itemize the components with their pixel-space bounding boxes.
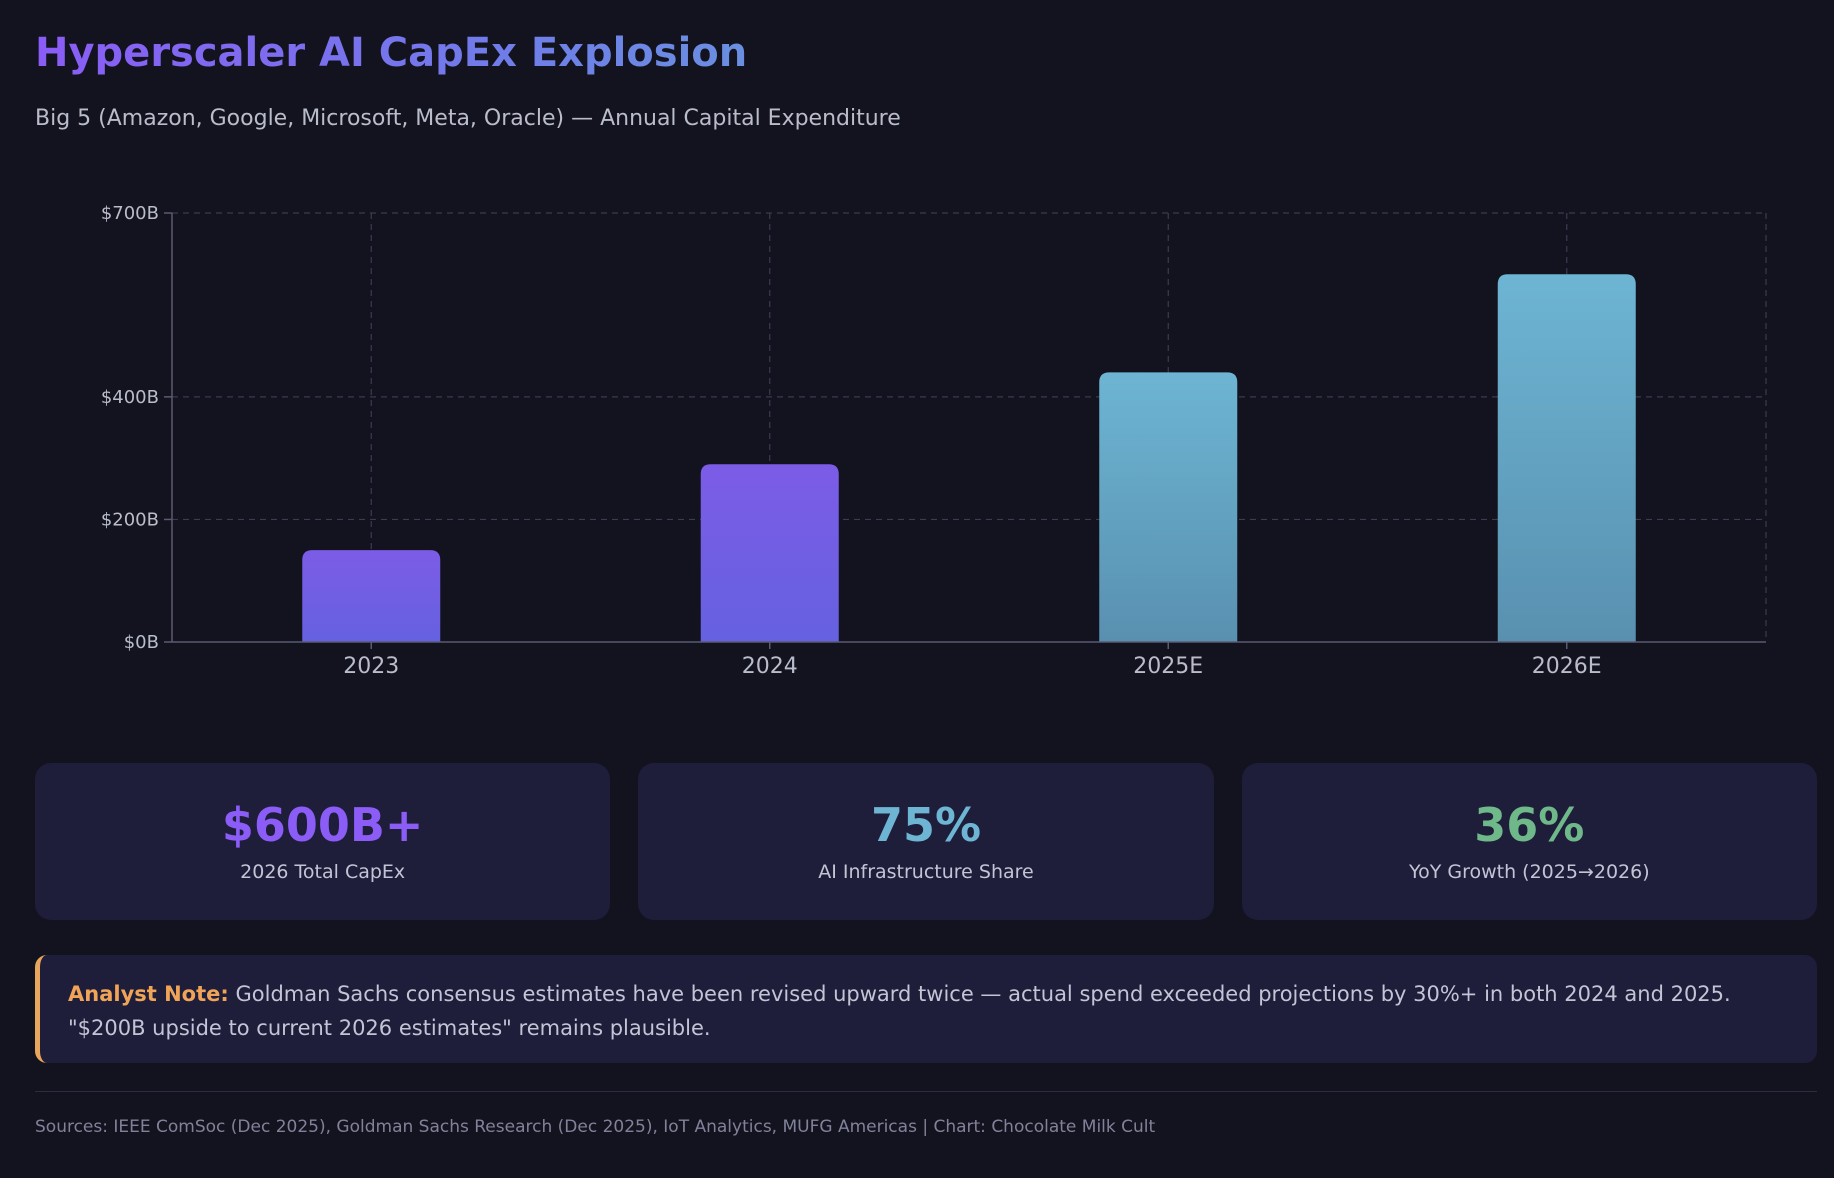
- stat-card-total-capex: $600B+ 2026 Total CapEx: [35, 763, 611, 920]
- y-tick-label: $200B: [101, 509, 159, 530]
- bar-2025e: [1099, 372, 1238, 642]
- y-tick-label: $0B: [124, 632, 159, 653]
- analyst-note-label: Analyst Note:: [68, 982, 229, 1006]
- analyst-note-text: Goldman Sachs consensus estimates have b…: [68, 982, 1731, 1040]
- page-subtitle: Big 5 (Amazon, Google, Microsoft, Meta, …: [35, 106, 901, 131]
- stat-cards: $600B+ 2026 Total CapEx 75% AI Infrastru…: [35, 763, 1817, 920]
- bar-2024: [700, 464, 839, 642]
- page-title: Hyperscaler AI CapEx Explosion: [35, 30, 748, 76]
- x-tick-label: 2026E: [1532, 654, 1602, 679]
- x-tick-label: 2025E: [1133, 654, 1203, 679]
- bar-2023: [302, 550, 441, 642]
- stat-value-yoy-growth: 36%: [1474, 798, 1585, 853]
- sources-footer: Sources: IEEE ComSoc (Dec 2025), Goldman…: [35, 1117, 1156, 1137]
- stat-value-ai-share: 75%: [870, 798, 982, 853]
- stat-value-total-capex: $600B+: [221, 798, 424, 853]
- analyst-note: Analyst Note: Goldman Sachs consensus es…: [35, 955, 1817, 1063]
- stat-card-yoy-growth: 36% YoY Growth (2025→2026): [1241, 763, 1817, 920]
- bar-2026e: [1497, 274, 1636, 642]
- footer-divider: [35, 1091, 1817, 1092]
- stat-label-yoy-growth: YoY Growth (2025→2026): [1409, 860, 1650, 883]
- capex-bar-chart: $0B $200B $400B $700B 2023 2024 2025E 2026E: [101, 203, 1767, 679]
- y-tick-label: $700B: [101, 203, 159, 224]
- x-tick-label: 2024: [742, 654, 798, 679]
- y-tick-label: $400B: [101, 387, 159, 408]
- stat-card-ai-share: 75% AI Infrastructure Share: [638, 763, 1214, 920]
- x-tick-label: 2023: [343, 654, 399, 679]
- stat-label-total-capex: 2026 Total CapEx: [240, 860, 406, 883]
- stat-label-ai-share: AI Infrastructure Share: [818, 860, 1034, 883]
